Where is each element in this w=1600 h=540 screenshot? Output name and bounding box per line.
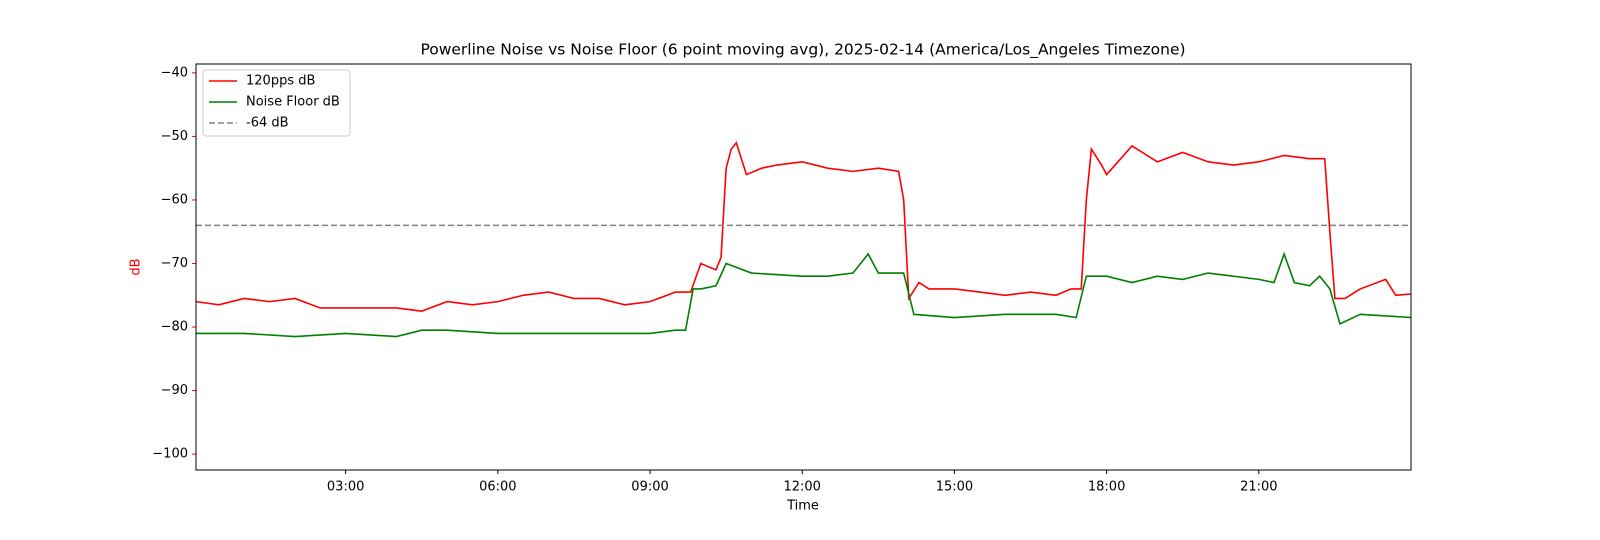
x-tick-label: 06:00 xyxy=(479,480,516,495)
y-tick-label: −40 xyxy=(161,65,188,80)
series-line xyxy=(195,141,1412,312)
series-line xyxy=(196,251,1412,338)
y-tick-label: −90 xyxy=(161,383,188,398)
x-tick-label: 12:00 xyxy=(783,480,820,495)
plot-frame xyxy=(195,63,1412,471)
legend-box xyxy=(202,69,351,137)
chart-title: Powerline Noise vs Noise Floor (6 point … xyxy=(420,41,1185,60)
legend-label: Noise Floor dB xyxy=(246,95,340,110)
x-tick-label: 09:00 xyxy=(631,480,668,495)
y-axis-label: dB xyxy=(129,258,144,275)
y-tick-label: −100 xyxy=(152,447,188,462)
x-tick-label: 18:00 xyxy=(1088,480,1125,495)
x-tick-label: 03:00 xyxy=(327,480,364,495)
y-tick-label: −80 xyxy=(161,320,188,335)
legend-label: -64 dB xyxy=(246,116,289,131)
x-axis-label: Time xyxy=(786,499,819,514)
y-tick-label: −70 xyxy=(161,256,188,271)
y-tick-label: −50 xyxy=(161,129,188,144)
legend-label: 120pps dB xyxy=(246,74,315,89)
x-tick-label: 21:00 xyxy=(1240,480,1277,495)
x-tick-label: 15:00 xyxy=(936,480,973,495)
y-tick-label: −60 xyxy=(161,192,188,207)
